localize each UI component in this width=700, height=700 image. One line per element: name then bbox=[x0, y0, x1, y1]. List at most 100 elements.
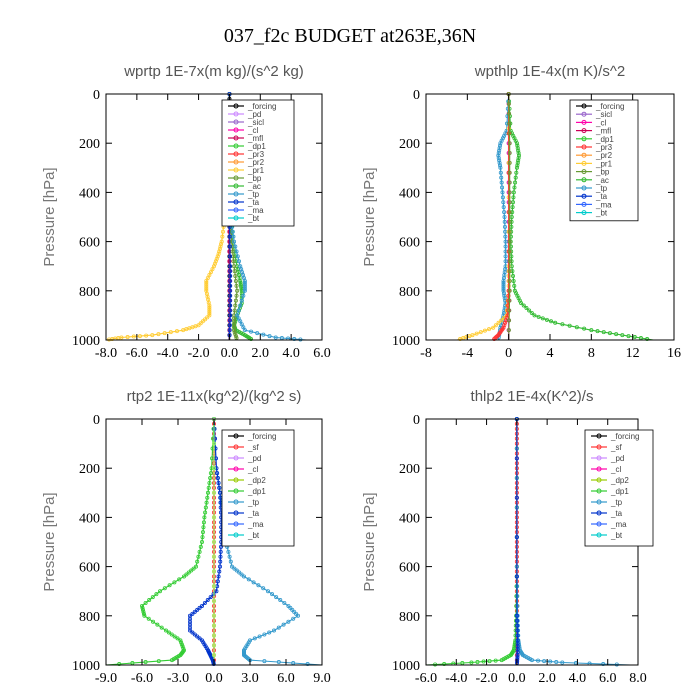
series-marker bbox=[514, 535, 519, 540]
legend-label: _forcing bbox=[595, 102, 624, 111]
legend-label: _bp bbox=[247, 174, 262, 183]
series-marker bbox=[236, 316, 241, 321]
x-tick-label: 12 bbox=[626, 346, 640, 361]
series-marker bbox=[232, 239, 237, 244]
series-marker bbox=[236, 308, 241, 313]
series-marker bbox=[181, 328, 186, 333]
series-marker bbox=[238, 319, 243, 324]
series-marker bbox=[189, 568, 194, 573]
series-marker bbox=[503, 259, 508, 264]
series-marker bbox=[530, 658, 535, 663]
series-marker bbox=[529, 310, 534, 315]
series-marker bbox=[235, 313, 240, 318]
series-marker bbox=[239, 572, 244, 577]
series-marker bbox=[211, 653, 216, 658]
series-marker bbox=[544, 317, 549, 322]
series-marker bbox=[211, 441, 216, 446]
series-marker bbox=[232, 328, 237, 333]
series-marker bbox=[514, 456, 519, 461]
y-tick-label: 400 bbox=[399, 511, 420, 526]
series-marker bbox=[507, 298, 512, 303]
series-marker bbox=[507, 219, 512, 224]
series-marker bbox=[515, 618, 520, 623]
series-marker bbox=[514, 613, 519, 618]
chart-panel-3: rtp2 1E-11x(kg^2)/(kg^2 s) Pressure [hPa]… bbox=[41, 388, 331, 686]
legend-marker bbox=[233, 433, 239, 439]
series-marker bbox=[197, 605, 202, 610]
series-marker bbox=[169, 632, 174, 637]
y-tick-label: 800 bbox=[399, 610, 420, 625]
legend-label: _mfl bbox=[595, 127, 611, 136]
series-marker bbox=[532, 313, 537, 318]
series-marker bbox=[487, 327, 492, 332]
series-markers-pr1 bbox=[107, 92, 232, 342]
series-marker bbox=[228, 313, 233, 318]
series-marker bbox=[515, 628, 520, 633]
series-marker bbox=[241, 293, 246, 298]
series-marker bbox=[207, 307, 212, 312]
y-tick-label: 800 bbox=[399, 285, 420, 300]
legend-label: _dp2 bbox=[610, 476, 629, 485]
series-marker bbox=[235, 288, 240, 293]
series-marker bbox=[195, 607, 200, 612]
series-marker bbox=[229, 564, 234, 569]
series-marker bbox=[502, 296, 507, 301]
legend-marker bbox=[233, 444, 239, 450]
series-marker bbox=[515, 143, 520, 148]
series-marker bbox=[542, 659, 547, 664]
series-marker bbox=[267, 334, 272, 339]
series-marker bbox=[203, 505, 208, 510]
series-marker bbox=[139, 603, 144, 608]
series-marker bbox=[234, 283, 239, 288]
series-marker bbox=[498, 165, 503, 170]
legend-marker bbox=[596, 510, 602, 516]
y-axis-label: Pressure [hPa] bbox=[361, 167, 378, 266]
series-marker bbox=[497, 163, 502, 168]
series-marker bbox=[228, 274, 233, 279]
series-marker bbox=[233, 298, 238, 303]
series-marker bbox=[142, 613, 147, 618]
legend-label: _mfl bbox=[247, 134, 263, 143]
series-marker bbox=[507, 160, 512, 165]
x-tick-label: 6.0 bbox=[599, 671, 617, 686]
series-marker bbox=[645, 337, 650, 342]
series-marker bbox=[215, 471, 220, 476]
series-marker bbox=[511, 190, 516, 195]
plot-frame bbox=[105, 93, 323, 341]
legend-marker bbox=[233, 510, 239, 516]
series-marker bbox=[208, 471, 213, 476]
series-marker bbox=[582, 326, 587, 331]
series-marker bbox=[501, 205, 506, 210]
series-marker bbox=[281, 622, 286, 627]
series-marker bbox=[230, 229, 235, 234]
series-marker bbox=[242, 280, 247, 285]
series-marker bbox=[501, 310, 506, 315]
legend-label: _sicl bbox=[247, 118, 264, 127]
x-tick-label: -2.0 bbox=[475, 671, 497, 686]
series-marker bbox=[200, 319, 205, 324]
series-marker bbox=[236, 259, 241, 264]
series-marker bbox=[212, 261, 217, 266]
x-tick-label: -8.0 bbox=[95, 346, 117, 361]
x-tick-label: -8 bbox=[420, 346, 432, 361]
series-marker bbox=[601, 330, 606, 335]
series-markers-ta bbox=[187, 416, 224, 667]
legend-marker bbox=[596, 477, 602, 483]
x-tick-label: 0.0 bbox=[221, 346, 239, 361]
series-marker bbox=[249, 337, 254, 342]
legend-label: _dp2 bbox=[247, 476, 266, 485]
series-marker bbox=[270, 592, 275, 597]
series-marker bbox=[516, 155, 521, 160]
x-tick-label: 6.0 bbox=[277, 671, 295, 686]
legend-box bbox=[221, 429, 295, 547]
series-marker bbox=[207, 311, 212, 316]
series-marker bbox=[507, 141, 512, 146]
legend-marker bbox=[233, 477, 239, 483]
legend-marker bbox=[581, 128, 587, 134]
series-marker bbox=[207, 480, 212, 485]
series-marker bbox=[595, 329, 600, 334]
series-marker bbox=[292, 337, 297, 342]
series-marker bbox=[242, 282, 247, 287]
series-marker bbox=[215, 579, 220, 584]
series-marker bbox=[501, 288, 506, 293]
